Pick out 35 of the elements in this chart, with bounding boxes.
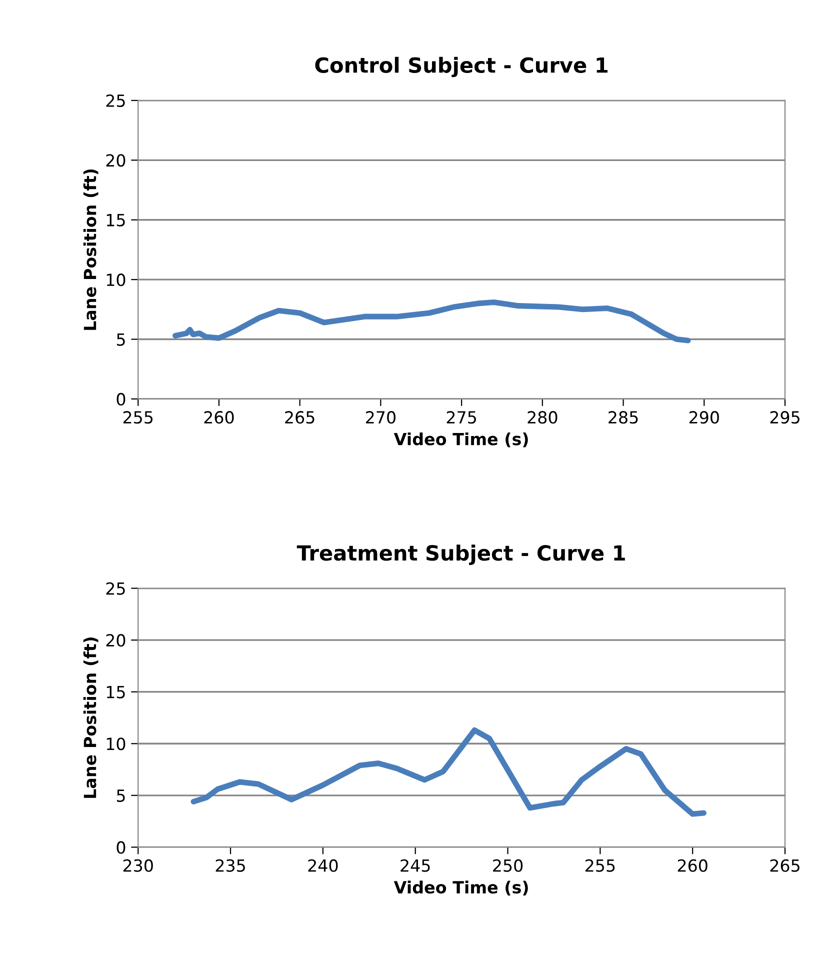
y-tick-label: 25 [106,94,125,108]
y-tick-label: 0 [116,841,126,854]
x-tick-label: 285 [608,411,638,424]
y-tick-label: 20 [106,634,126,647]
x-tick-label: 260 [204,411,234,424]
y-tick-label: 25 [106,582,125,595]
y-tick-label: 5 [116,333,125,346]
x-tick-label: 280 [528,411,558,424]
x-tick-label: 255 [123,411,153,424]
x-axis-title: Video Time (s) [394,880,528,896]
y-tick-label: 0 [116,392,126,406]
x-tick-label: 290 [689,411,719,424]
x-tick-label: 230 [123,859,153,872]
x-tick-label: 235 [216,859,245,872]
y-tick-label: 15 [106,214,125,226]
x-tick-label: 265 [285,411,314,424]
y-axis-title: Lane Position (ft) [83,169,98,330]
x-tick-label: 250 [493,859,523,872]
y-tick-label: 20 [106,154,126,167]
x-tick-label: 275 [446,411,476,424]
x-axis-title: Video Time (s) [394,432,528,448]
x-tick-label: 245 [400,859,430,872]
chart-title: Treatment Subject - Curve 1 [296,544,625,566]
x-tick-label: 265 [770,859,800,872]
y-tick-label: 15 [106,686,125,698]
chart-title: Control Subject - Curve 1 [315,56,608,78]
x-tick-label: 270 [366,411,396,424]
y-tick-label: 10 [106,738,126,750]
y-tick-label: 10 [106,274,126,286]
x-tick-label: 240 [308,859,338,872]
x-tick-label: 255 [585,859,615,872]
x-tick-label: 295 [770,411,800,424]
y-axis-title: Lane Position (ft) [83,637,98,798]
x-tick-label: 260 [678,859,708,872]
y-tick-label: 5 [116,790,125,802]
